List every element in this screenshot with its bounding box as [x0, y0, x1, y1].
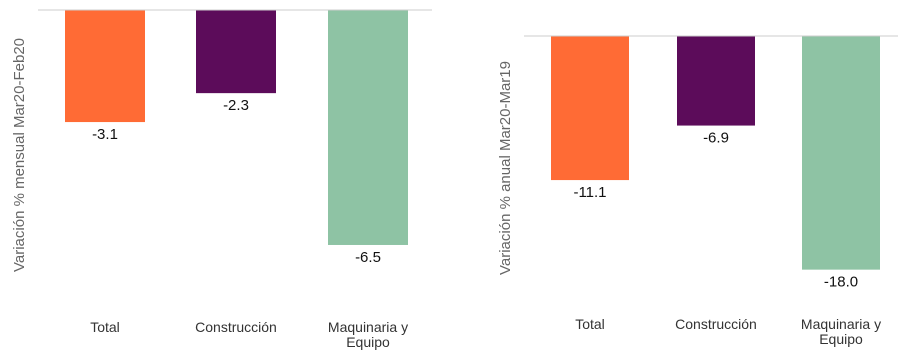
category-label: Maquinaria y Equipo: [328, 319, 408, 350]
category-label-line: Construcción: [675, 316, 757, 332]
category-label-line: Equipo: [346, 334, 390, 350]
chart-1: -3.1 -2.3 -6.5 Total Construcción Maquinaria …: [11, 9, 432, 350]
category-label: Maquinaria y Equipo: [801, 316, 881, 347]
y-axis-label: Variación % anual Mar20-Mar19: [497, 61, 514, 275]
category-label-line: Equipo: [819, 331, 863, 347]
bar: [196, 10, 276, 94]
data-label: -11.1: [573, 184, 606, 201]
y-axis-label: Variación % mensual Mar20-Feb20: [11, 38, 28, 272]
category-label: Construcción: [675, 316, 757, 332]
bar: [65, 10, 145, 123]
category-label-line: Maquinaria y: [801, 316, 881, 332]
category-label: Total: [575, 316, 605, 332]
category-label-line: Maquinaria y: [328, 319, 408, 335]
data-label: -6.5: [355, 249, 381, 266]
bar: [551, 36, 629, 181]
data-label: -3.1: [92, 126, 118, 143]
chart-2: -11.1 -6.9 -18.0 Total Construcción Maquinari…: [497, 35, 898, 347]
category-label-line: Total: [90, 319, 120, 335]
category-label-line: Construcción: [195, 319, 277, 335]
data-label: -6.9: [703, 130, 729, 147]
data-label: -18.0: [824, 274, 858, 291]
data-label: -2.3: [223, 97, 249, 114]
bar: [802, 36, 880, 270]
category-label-line: Total: [575, 316, 605, 332]
bar: [328, 10, 408, 245]
bar: [677, 36, 755, 126]
category-label: Construcción: [195, 319, 277, 335]
category-label: Total: [90, 319, 120, 335]
